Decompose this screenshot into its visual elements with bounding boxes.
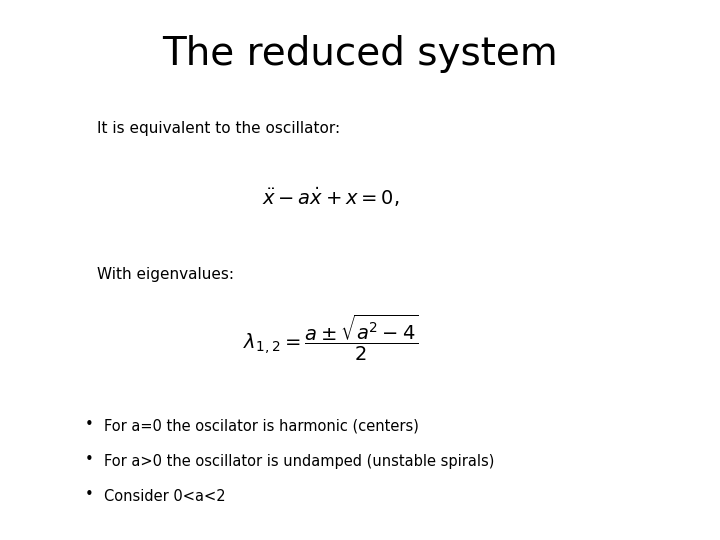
Text: Consider 0<a<2: Consider 0<a<2 — [104, 489, 226, 504]
Text: With eigenvalues:: With eigenvalues: — [97, 267, 234, 282]
Text: •: • — [85, 487, 94, 502]
Text: It is equivalent to the oscillator:: It is equivalent to the oscillator: — [97, 122, 341, 137]
Text: For a=0 the oscilator is harmonic (centers): For a=0 the oscilator is harmonic (cente… — [104, 418, 419, 434]
Text: $\ddot{x} - a\dot{x} + x = 0,$: $\ddot{x} - a\dot{x} + x = 0,$ — [262, 185, 400, 209]
Text: •: • — [85, 417, 94, 432]
Text: The reduced system: The reduced system — [162, 35, 558, 73]
Text: $\lambda_{1,2} = \dfrac{a \pm \sqrt{a^2 - 4}}{2}$: $\lambda_{1,2} = \dfrac{a \pm \sqrt{a^2 … — [243, 312, 419, 363]
Text: For a>0 the oscillator is undamped (unstable spirals): For a>0 the oscillator is undamped (unst… — [104, 454, 495, 469]
Text: •: • — [85, 452, 94, 467]
